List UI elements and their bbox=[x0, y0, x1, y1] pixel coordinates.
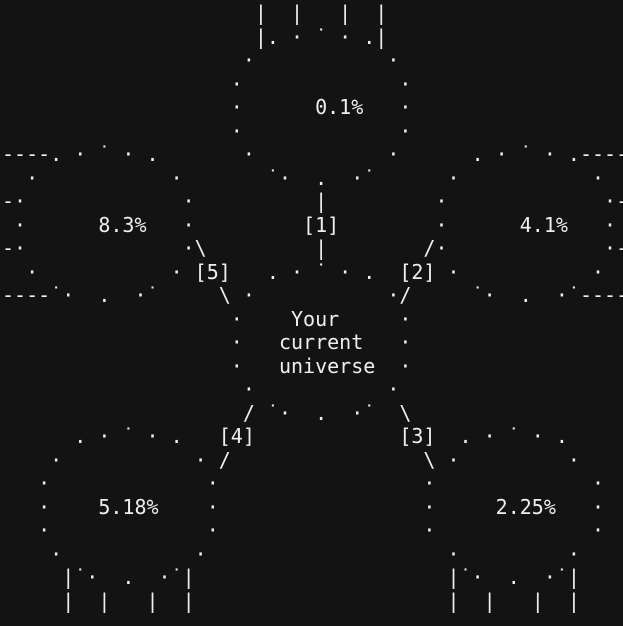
ascii-row: · · · · bbox=[2, 541, 580, 566]
ascii-row: . · ˙ · . [4] [3] . · ˙ · . bbox=[2, 424, 568, 448]
ascii-row: · · bbox=[2, 118, 412, 143]
ascii-row: · 8.3% · [1] · 4.1% · bbox=[2, 212, 617, 237]
universe-map: | | | | |. · ˙ · .| · · · · · 0.1% · · bbox=[2, 1, 623, 613]
portal-3[interactable] bbox=[396, 425, 432, 449]
ascii-row: · Your · bbox=[2, 306, 412, 331]
ascii-row: -· · | · ·- bbox=[2, 189, 623, 213]
universe-top-0.1pct bbox=[228, 25, 420, 190]
ascii-row: · · / \ · · bbox=[2, 447, 580, 472]
ascii-row: | | | | bbox=[2, 1, 388, 25]
ascii-row: / ˙· . ·˙ \ bbox=[2, 400, 412, 425]
universe-bottom-left-5.18pct bbox=[24, 425, 216, 613]
ascii-row: · universe · bbox=[2, 353, 412, 378]
universe-current bbox=[228, 260, 408, 425]
ascii-row: ----˙· . ·˙ \ · ·/ ˙· . ·˙---- bbox=[2, 283, 623, 307]
universe-right-4.1pct bbox=[432, 143, 623, 308]
universe-left-8.3pct bbox=[0, 143, 204, 308]
ascii-row: |. · ˙ · .| bbox=[2, 24, 388, 49]
ascii-row: · · [5] . · ˙ · . [2] · · bbox=[2, 259, 605, 284]
ascii-row: · · ˙· . ·˙ · · bbox=[2, 165, 605, 190]
ascii-row: · · bbox=[2, 377, 400, 401]
universe-bottom-right-2.25pct bbox=[408, 425, 600, 613]
ascii-row: · · · · bbox=[2, 518, 605, 542]
portal-1[interactable] bbox=[300, 214, 336, 238]
ascii-row: · · bbox=[2, 48, 400, 72]
ascii-row: -· ·\ | /· ·- bbox=[2, 236, 623, 260]
ascii-row: |˙· . ·˙| |˙· . ·˙| bbox=[2, 565, 580, 589]
ascii-row: · 0.1% · bbox=[2, 95, 412, 119]
ascii-row: · current · bbox=[2, 330, 412, 354]
ascii-row: · · bbox=[2, 71, 412, 96]
portal-4[interactable] bbox=[216, 425, 252, 449]
portal-5[interactable] bbox=[192, 261, 228, 285]
portal-2[interactable] bbox=[396, 261, 432, 285]
ascii-row: | | | | | | | | bbox=[2, 588, 580, 613]
ascii-row: · · · · bbox=[2, 471, 605, 495]
ascii-row: · 5.18% · · 2.25% · bbox=[2, 494, 605, 519]
ascii-row: ----. · ˙ · . · · . · ˙ · .---- bbox=[2, 142, 623, 166]
